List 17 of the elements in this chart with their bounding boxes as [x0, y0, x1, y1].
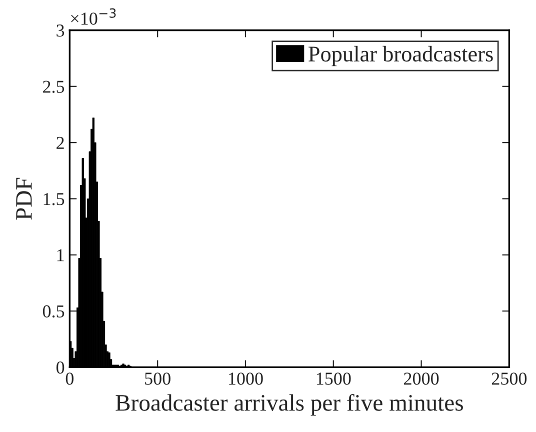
y-tick-label: 1 — [57, 249, 64, 262]
x-tick-label: 1500 — [316, 372, 351, 385]
x-tick-label: 1000 — [229, 372, 263, 385]
x-tick-label: 0 — [66, 372, 74, 385]
y-tick-label: 3 — [56, 24, 64, 37]
y-tick-label: 0 — [56, 361, 64, 374]
y-tick-label: 2.5 — [43, 80, 64, 93]
y-axis-title: PDF — [16, 178, 32, 220]
y-tick-label: 2 — [56, 136, 64, 149]
x-axis-title: Broadcaster arrivals per five minutes — [116, 394, 463, 416]
x-tick-label: 500 — [145, 372, 170, 385]
legend-label: Popular broadcasters — [308, 46, 493, 66]
x-tick-label: 2500 — [492, 372, 527, 385]
y-tick-label: 1.5 — [44, 193, 64, 206]
y-tick-label: 0.5 — [42, 305, 64, 318]
x-tick-label: 2000 — [404, 372, 439, 385]
text: ×10$^{−3}$ — [71, 8, 116, 25]
